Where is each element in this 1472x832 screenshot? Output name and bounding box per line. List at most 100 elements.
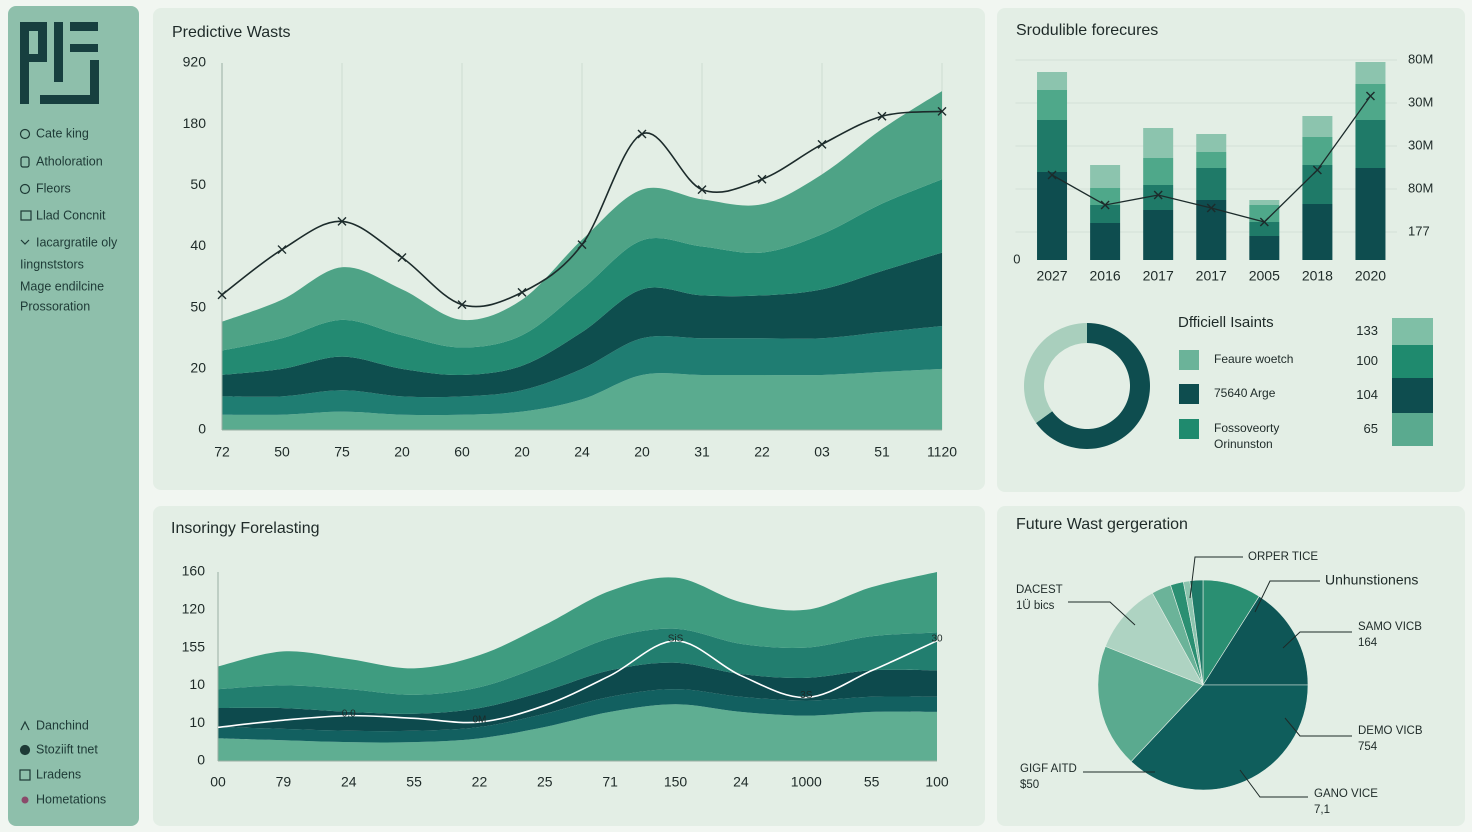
annotation: 7,1 [1314,804,1330,816]
line-marker [757,174,767,184]
bar-segment [1037,72,1068,90]
nav-item[interactable]: Iacargratile oly [36,235,118,249]
x-tick-label: 20 [634,444,650,460]
y-tick-label: 50 [190,298,206,314]
nav-item[interactable]: Mage endilcine [20,279,104,293]
annotation: 1Ü bics [1016,600,1055,612]
pie-slice [1130,684,1309,791]
line-marker [1206,203,1216,213]
nav-item[interactable]: Fleors [36,181,71,195]
x-tick-label: 2020 [1355,268,1386,284]
area [222,91,942,351]
legend-label: Orinunston [1214,437,1273,451]
x-tick-label: 24 [574,444,590,460]
x-tick-label: 24 [341,774,357,790]
bar-segment [1355,120,1386,168]
nav-item[interactable]: Atholoration [36,154,103,168]
x-tick-label: 22 [472,774,488,790]
y-tick-label: 0 [1013,251,1020,266]
area [218,689,937,743]
leader-line [1189,556,1243,599]
x-tick-label: 03 [814,444,830,460]
annotation: GIGF AITD [1020,763,1077,775]
x-tick-label: 2017 [1196,268,1227,284]
area [222,326,942,416]
legend-label: Fossoveorty [1214,421,1279,435]
panel [997,8,1465,492]
x-tick-label: 25 [537,774,553,790]
nav-item[interactable]: Prossoration [20,299,90,313]
area [218,704,937,761]
pie-slice [1189,579,1204,686]
bar-segment [1355,84,1386,120]
y-tick-label: 10 [189,714,205,730]
x-tick-label: 24 [733,774,749,790]
x-tick-label: 20 [394,444,410,460]
bar-segment [1249,222,1280,236]
x-tick-label: 51 [874,444,890,460]
area [218,572,937,695]
leader-line [1239,769,1308,798]
x-tick-label: 2005 [1249,268,1280,284]
nav-item[interactable]: Stoziift tnet [36,742,98,756]
x-tick-label: 150 [664,774,688,790]
x-tick-label: 71 [602,774,618,790]
line-marker [637,129,647,139]
annotation: GANO VICE [1314,788,1378,800]
bar-segment [1355,168,1386,260]
nav-item[interactable]: Lradens [36,767,81,781]
bar-segment [1037,90,1068,120]
bar-segment [1196,134,1227,152]
scale-block [1392,378,1433,413]
bar-segment [1249,200,1280,205]
scale-label: 100 [1356,353,1378,368]
bar-segment [1143,210,1174,260]
x-tick-label: 2018 [1302,268,1333,284]
nav-item[interactable]: Llad Concnit [36,208,106,222]
annotation: Unhunstionens [1325,572,1418,588]
scale-block [1392,318,1433,345]
nav-item[interactable]: Iingnststors [20,257,84,271]
bar-segment [1249,205,1280,222]
x-tick-label: 2016 [1090,268,1121,284]
x-tick-label: 100 [925,774,949,790]
sidebar [8,6,139,826]
y2-tick-label: 80M [1408,51,1433,66]
x-tick-label: 50 [274,444,290,460]
annotation: ORPER TICE [1248,551,1318,563]
donut-slice [1024,323,1087,424]
nav-item[interactable]: Danchind [36,718,89,732]
nav-item[interactable]: Hometations [36,792,106,806]
area [218,628,937,714]
x-tick-label: 22 [754,444,770,460]
bar-segment [1037,120,1068,172]
line-marker [397,253,407,263]
x-tick-label: 1000 [791,774,822,790]
area [222,252,942,398]
y2-tick-label: 30M [1408,94,1433,109]
pie-slice [1202,595,1309,686]
line-marker [1100,200,1110,210]
point-label: 0.0 [342,708,356,719]
x-tick-label: 2017 [1143,268,1174,284]
legend-label: Feaure woetch [1214,352,1293,366]
bar-segment [1143,128,1174,158]
scale-label: 133 [1356,323,1378,338]
bar-segment [1355,62,1386,84]
bar-segment [1196,168,1227,200]
y-tick-label: 160 [182,563,206,579]
legend-swatch [1179,350,1199,370]
annotation: DACEST [1016,584,1063,596]
logo [20,22,99,104]
line [217,639,938,729]
bar-segment [1302,137,1333,165]
bar-segment [1302,165,1333,204]
x-tick-label: 00 [210,774,226,790]
nav-item[interactable]: Cate king [36,126,89,140]
y-tick-label: 920 [183,54,207,70]
leader-line [1282,631,1352,649]
x-tick-label: 2027 [1036,268,1067,284]
legend-label: 75640 Arge [1214,386,1276,400]
